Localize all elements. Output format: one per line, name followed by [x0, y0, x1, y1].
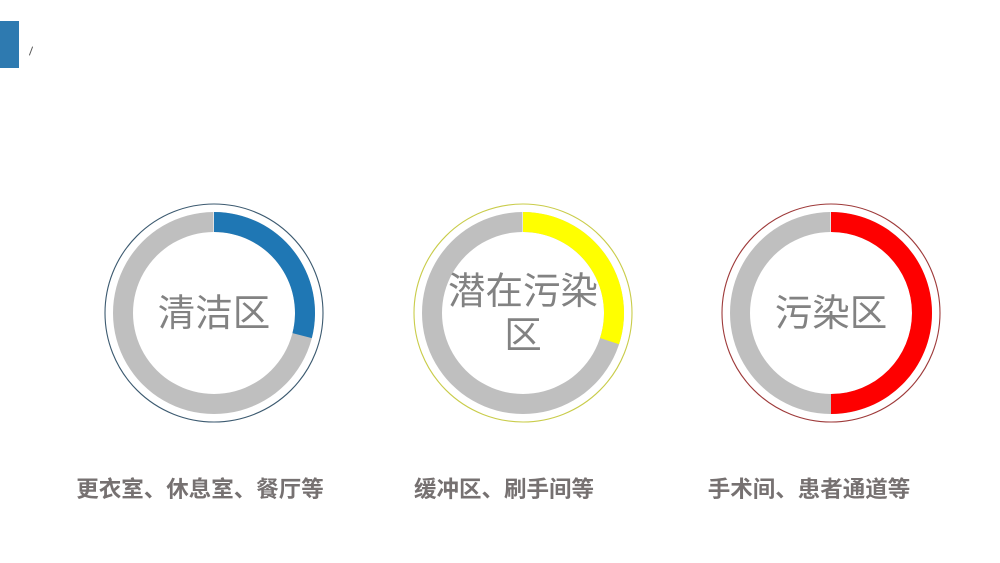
svg-text:清洁区: 清洁区	[158, 292, 271, 334]
svg-text:区: 区	[504, 314, 542, 356]
svg-text:潜在污染: 潜在污染	[448, 270, 598, 312]
svg-text:污染区: 污染区	[775, 292, 888, 334]
